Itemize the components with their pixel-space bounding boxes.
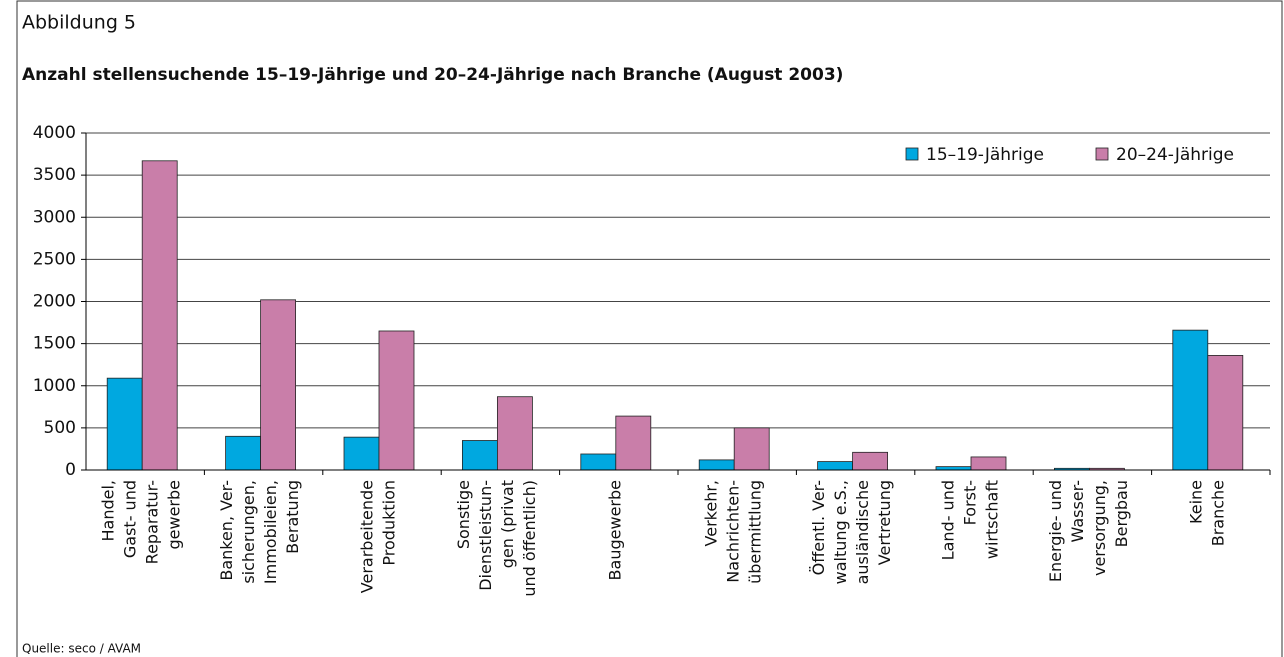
bar <box>615 415 652 471</box>
x-tick-label: Bergbau <box>1112 480 1131 547</box>
x-tick-label: Energie- und <box>1046 480 1065 582</box>
y-tick-label: 500 <box>44 418 76 438</box>
x-tick-label: und öffentlich) <box>520 480 539 597</box>
x-tick-label: Öffentl. Ver- <box>809 480 828 575</box>
x-tick-label: ausländische <box>853 480 872 584</box>
x-tick-label: Produktion <box>380 480 399 566</box>
bar <box>225 435 262 471</box>
x-tick-label: gewerbe <box>165 480 184 550</box>
bar <box>1172 329 1209 471</box>
bar <box>343 436 380 471</box>
bar <box>141 160 178 471</box>
bar <box>1207 355 1244 471</box>
x-tick-label: Wasser- <box>1068 480 1087 542</box>
x-tick-label: übermittlung <box>746 480 765 584</box>
x-tick-label: gen (privat <box>498 480 517 568</box>
legend-label: 20–24-Jährige <box>1116 145 1234 165</box>
source: Quelle: seco / AVAM <box>22 642 141 656</box>
legend-label: 15–19-Jährige <box>926 145 1044 165</box>
x-tick-label: Nachrichten- <box>724 480 743 583</box>
x-tick-label: Baugewerbe <box>605 480 624 580</box>
y-tick-label: 3500 <box>33 165 76 185</box>
x-tick-label: Sonstige <box>454 480 473 549</box>
frame <box>16 0 1283 657</box>
bar <box>260 299 297 471</box>
x-tick-label: Branche <box>1208 480 1227 546</box>
x-tick-label: Banken, Ver- <box>217 480 236 581</box>
y-tick-label: 1500 <box>33 334 76 354</box>
bar <box>106 377 143 471</box>
legend-swatch <box>1095 147 1109 161</box>
x-tick-label: Gast- und <box>121 480 140 558</box>
x-tick-label: Keine <box>1186 480 1205 524</box>
y-tick-label: 1000 <box>33 376 76 396</box>
bar <box>580 453 617 471</box>
chart-title: Anzahl stellensuchende 15–19-Jährige und… <box>22 65 843 85</box>
bar <box>817 461 853 471</box>
x-tick-label: Verarbeitende <box>358 480 377 593</box>
figure-label: Abbildung 5 <box>22 12 136 34</box>
bar <box>496 396 533 471</box>
x-tick-label: Vertretung <box>875 480 894 565</box>
bar <box>970 456 1007 471</box>
x-tick-label: sicherungen, <box>239 480 258 584</box>
x-tick-label: waltung e.S., <box>831 480 850 584</box>
bar <box>935 466 972 471</box>
legend-swatch <box>905 147 919 161</box>
x-tick-label: Immobileien, <box>261 480 280 584</box>
y-tick-label: 2000 <box>33 292 76 312</box>
x-tick-label: Beratung <box>283 480 302 554</box>
x-tick-label: Handel, <box>99 480 118 542</box>
x-tick-label: Forst- <box>961 480 980 525</box>
x-tick-label: wirtschaft <box>983 480 1002 559</box>
bar <box>378 330 415 471</box>
bar <box>733 427 770 471</box>
x-tick-label: Land- und <box>939 480 958 560</box>
x-tick-label: Verkehr, <box>702 480 721 546</box>
x-tick-label: Dienstleistun- <box>476 480 495 591</box>
x-tick-label: Reparatur- <box>143 480 162 564</box>
y-tick-label: 3000 <box>33 207 76 227</box>
bar <box>698 459 735 471</box>
y-tick-label: 2500 <box>33 249 76 269</box>
y-tick-label: 0 <box>65 460 76 480</box>
bar <box>852 451 888 471</box>
y-tick-label: 4000 <box>33 123 76 143</box>
x-tick-label: versorgung, <box>1090 480 1109 576</box>
bar <box>461 440 498 471</box>
